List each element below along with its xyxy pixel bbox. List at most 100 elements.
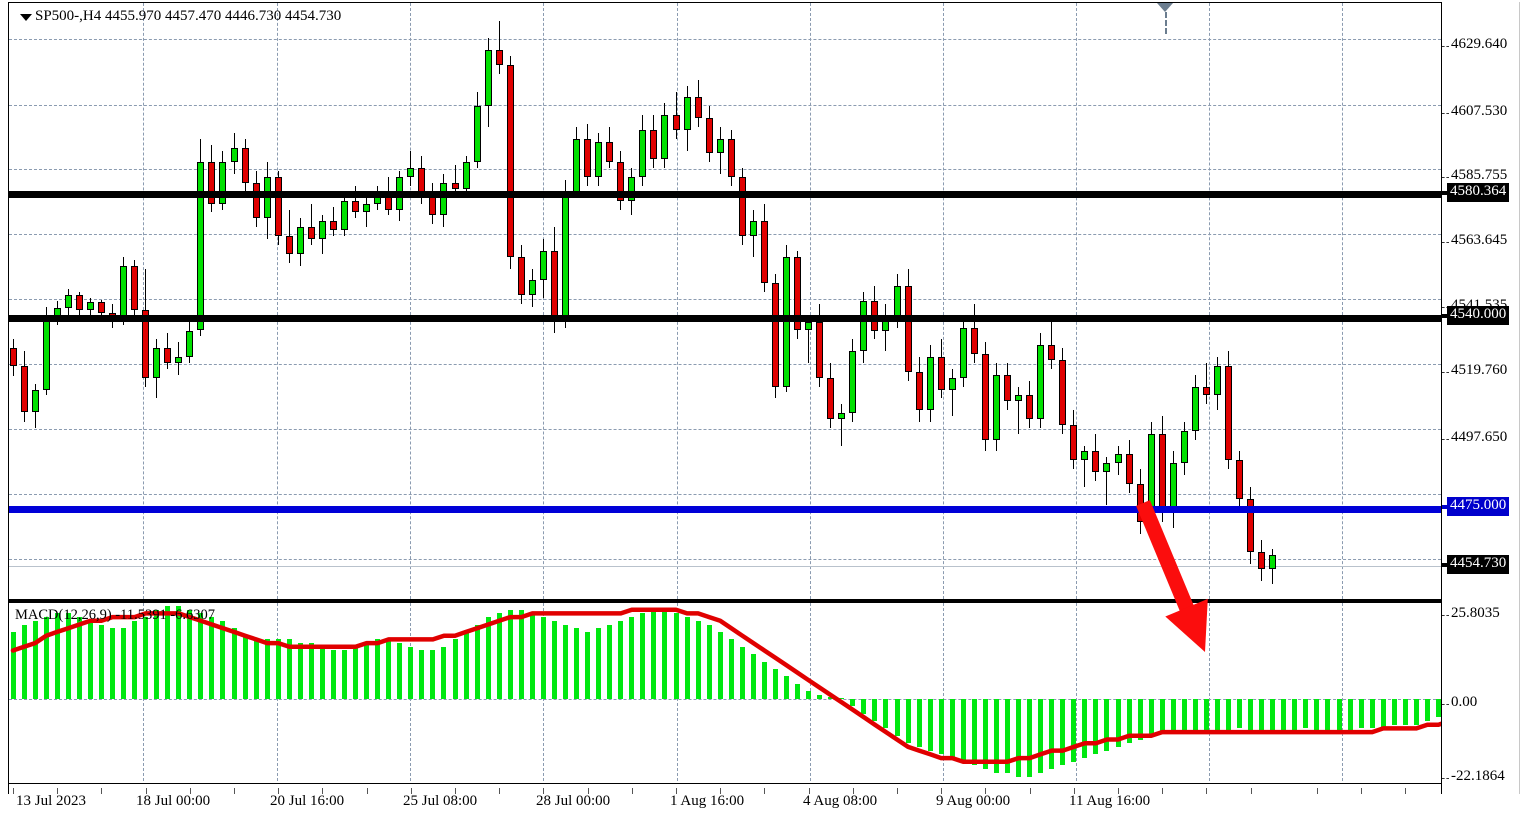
candlestick: [639, 3, 647, 599]
candle-body-bullish: [1180, 430, 1188, 464]
candle-body-bullish: [462, 162, 470, 189]
macd-histogram-bar: [1027, 698, 1033, 777]
candle-body-bearish: [75, 295, 83, 310]
macd-histogram-bar: [209, 617, 215, 699]
price-scale-label: -22.1864: [1451, 768, 1505, 784]
price-panel[interactable]: [9, 3, 1441, 599]
candlestick: [462, 3, 470, 599]
resistance-4540[interactable]: [9, 315, 1441, 322]
price-gridline: [9, 168, 1441, 170]
candlestick: [915, 3, 923, 599]
candlestick: [97, 3, 105, 599]
macd-histogram-bar: [452, 639, 458, 699]
price-gridline: [9, 234, 1441, 236]
macd-histogram-bar: [132, 620, 138, 699]
candlestick: [1037, 3, 1045, 599]
candle-body-bearish: [937, 357, 945, 390]
candlestick: [142, 3, 150, 599]
macd-histogram-bar: [971, 698, 977, 766]
candlestick: [197, 3, 205, 599]
macd-histogram-bar: [651, 609, 657, 699]
macd-histogram-bar: [430, 650, 436, 699]
macd-histogram-bar: [828, 696, 834, 699]
scale-level-tick: [1442, 191, 1451, 195]
candle-body-bearish: [208, 162, 216, 204]
candle-body-bearish: [142, 309, 150, 378]
candle-body-bearish: [1026, 395, 1034, 419]
candlestick: [307, 3, 315, 599]
price-level-badge[interactable]: 4540.000: [1447, 306, 1510, 325]
candle-body-bearish: [550, 250, 558, 322]
price-level-badge[interactable]: 4580.364: [1447, 183, 1510, 202]
price-level-badge[interactable]: 4475.000: [1447, 497, 1510, 516]
candle-body-bearish: [672, 115, 680, 130]
candlestick: [959, 3, 967, 599]
candle-body-bearish: [970, 327, 978, 355]
macd-histogram-bar: [618, 620, 624, 699]
candlestick: [650, 3, 658, 599]
candle-wick: [1084, 445, 1086, 487]
candlestick: [329, 3, 337, 599]
macd-histogram-bar: [1358, 698, 1364, 729]
macd-histogram-bar: [1435, 698, 1441, 718]
macd-panel[interactable]: MACD(12,26,9) -11.5391 -6.6307: [9, 603, 1441, 781]
macd-histogram-bar: [1281, 698, 1287, 733]
candle-body-bullish: [86, 302, 94, 310]
price-gridline: [9, 363, 1441, 365]
vertical-gridline: [943, 603, 944, 781]
macd-histogram-bar: [32, 620, 38, 699]
candlestick: [705, 3, 713, 599]
candle-body-bearish: [97, 302, 105, 313]
macd-histogram-bar: [861, 698, 867, 714]
candle-body-bullish: [296, 227, 304, 254]
candle-body-bullish: [992, 374, 1000, 440]
candle-body-bullish: [595, 141, 603, 178]
candle-body-bearish: [241, 147, 249, 183]
macd-histogram-bar: [1126, 698, 1132, 744]
macd-histogram-bar: [441, 646, 447, 699]
candle-body-bullish: [860, 301, 868, 352]
price-scale[interactable]: 4629.640 4607.530 4585.755 4580.364 4563.645…: [1442, 2, 1526, 794]
macd-histogram-bar: [1391, 698, 1397, 725]
time-tick: [631, 788, 633, 794]
candle-body-bullish: [639, 129, 647, 178]
macd-histogram-bar: [474, 624, 480, 699]
scale-separator: [1519, 2, 1520, 794]
macd-histogram-bar: [353, 646, 359, 699]
time-axis-label: 28 Jul 00:00: [536, 793, 611, 809]
period-separator-marker[interactable]: [1157, 3, 1173, 12]
scale-tick: [1442, 307, 1449, 308]
macd-histogram-bar: [1336, 698, 1342, 733]
candlestick: [153, 3, 161, 599]
candle-body-bullish: [1213, 365, 1221, 396]
macd-histogram-bar: [286, 639, 292, 699]
triangle-down-icon[interactable]: [20, 14, 32, 21]
macd-histogram-bar: [883, 698, 889, 729]
macd-histogram-bar: [717, 631, 723, 699]
candlestick: [1202, 3, 1210, 599]
candle-body-bearish: [285, 236, 293, 254]
candlestick: [727, 3, 735, 599]
candlestick: [219, 3, 227, 599]
time-axis-label: 11 Aug 16:00: [1069, 793, 1151, 809]
price-scale-label: 4629.640: [1451, 36, 1508, 52]
macd-histogram-bar: [728, 639, 734, 699]
resistance-4580[interactable]: [9, 191, 1441, 198]
vertical-gridline: [143, 3, 144, 599]
candle-body-bearish: [1136, 483, 1144, 523]
time-tick: [1073, 788, 1075, 794]
candlestick: [186, 3, 194, 599]
macd-histogram-bar: [574, 628, 580, 699]
candle-body-bearish: [1258, 551, 1266, 570]
candle-body-bullish: [1103, 463, 1111, 473]
candle-body-bearish: [274, 177, 282, 237]
scale-tick: [1442, 177, 1449, 178]
period-separator-stem: [1165, 12, 1167, 34]
macd-histogram-bar: [1259, 698, 1265, 733]
macd-histogram-bar: [1270, 698, 1276, 733]
support-4475[interactable]: [9, 506, 1441, 513]
price-level-badge[interactable]: 4454.730: [1447, 555, 1510, 574]
candle-body-bearish: [650, 129, 658, 160]
candle-body-bullish: [749, 221, 757, 237]
macd-histogram-bar: [397, 643, 403, 699]
